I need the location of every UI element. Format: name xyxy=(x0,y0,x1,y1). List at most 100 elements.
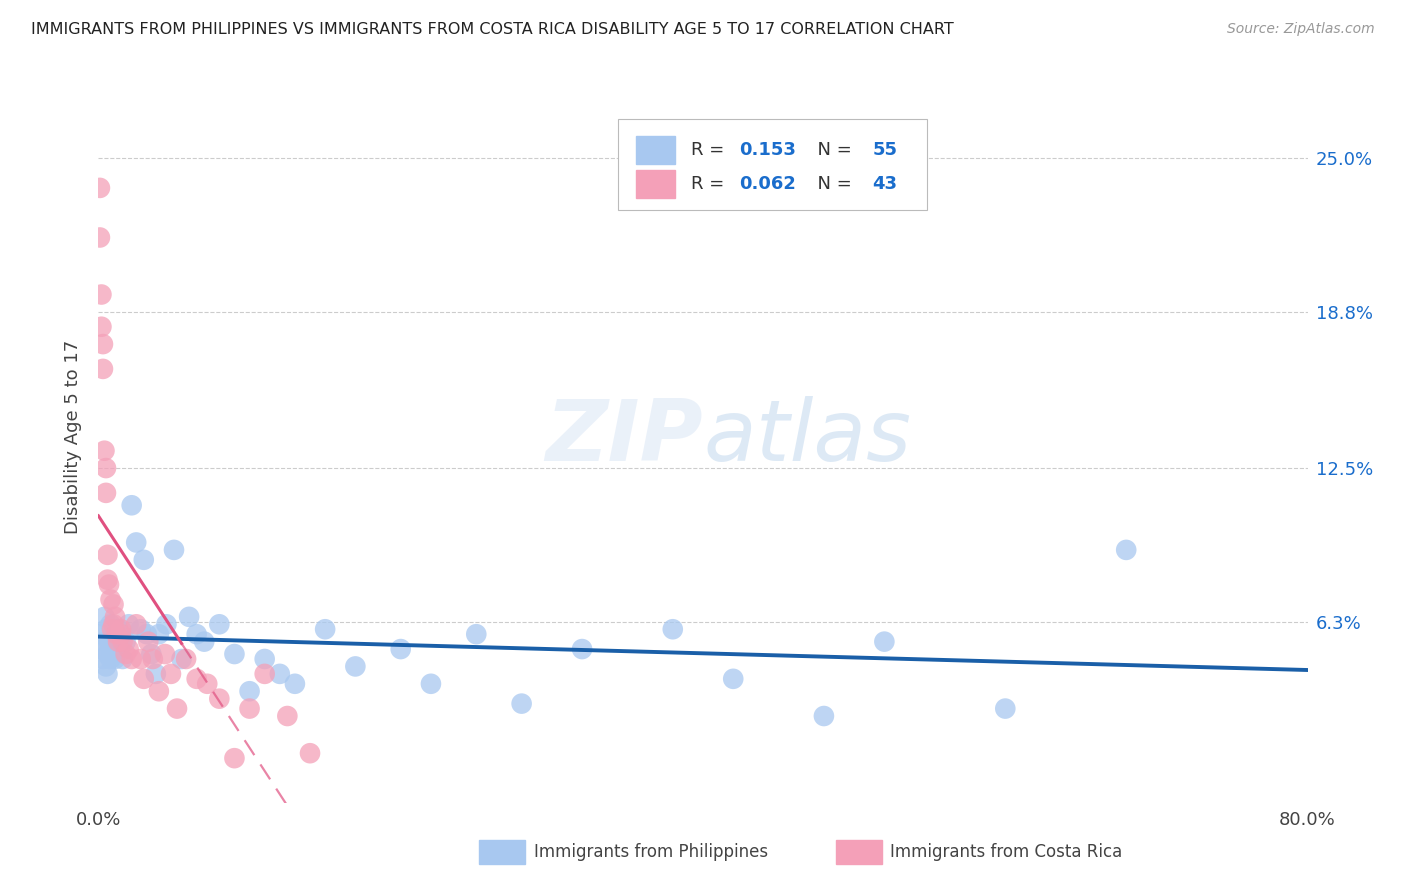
Point xyxy=(314,622,336,636)
Point xyxy=(276,709,298,723)
Text: 0.153: 0.153 xyxy=(740,141,796,159)
Point xyxy=(100,617,122,632)
Point xyxy=(96,647,118,661)
Point xyxy=(510,697,533,711)
Point xyxy=(132,672,155,686)
FancyBboxPatch shape xyxy=(619,119,927,211)
Point xyxy=(389,642,412,657)
Point xyxy=(105,642,128,657)
Point xyxy=(186,627,208,641)
Text: 0.062: 0.062 xyxy=(740,175,796,193)
Y-axis label: Disability Age 5 to 17: Disability Age 5 to 17 xyxy=(63,340,82,534)
Point xyxy=(94,622,117,636)
Point xyxy=(299,746,322,760)
Point xyxy=(174,652,197,666)
Point xyxy=(179,610,201,624)
Point xyxy=(148,627,170,641)
Point xyxy=(135,627,157,641)
Point xyxy=(571,642,593,657)
Point xyxy=(269,666,291,681)
Point xyxy=(91,652,114,666)
Point xyxy=(94,659,117,673)
Point xyxy=(253,666,276,681)
Text: R =: R = xyxy=(690,141,730,159)
Point xyxy=(107,622,129,636)
Point xyxy=(93,610,115,624)
Text: atlas: atlas xyxy=(703,395,911,479)
Point xyxy=(93,634,115,648)
Point xyxy=(110,622,132,636)
Point xyxy=(129,652,152,666)
Point xyxy=(90,319,112,334)
Point xyxy=(121,652,143,666)
Point xyxy=(89,627,111,641)
Point xyxy=(148,684,170,698)
Point xyxy=(100,652,122,666)
Text: N =: N = xyxy=(806,175,858,193)
Point xyxy=(239,701,262,715)
Text: R =: R = xyxy=(690,175,730,193)
Text: IMMIGRANTS FROM PHILIPPINES VS IMMIGRANTS FROM COSTA RICA DISABILITY AGE 5 TO 17: IMMIGRANTS FROM PHILIPPINES VS IMMIGRANT… xyxy=(31,22,953,37)
Point xyxy=(94,461,117,475)
Point xyxy=(108,634,131,648)
Point xyxy=(89,230,111,244)
Point xyxy=(193,634,215,648)
Point xyxy=(166,701,188,715)
Point xyxy=(224,647,246,661)
Point xyxy=(94,486,117,500)
Point xyxy=(96,573,118,587)
Point xyxy=(141,647,163,661)
Point xyxy=(160,666,183,681)
Bar xyxy=(637,136,675,163)
Point xyxy=(111,652,134,666)
Point xyxy=(121,498,143,512)
Point xyxy=(98,634,121,648)
Point xyxy=(96,666,118,681)
Point xyxy=(104,652,127,666)
Text: 55: 55 xyxy=(872,141,897,159)
Point xyxy=(114,634,136,648)
Text: Source: ZipAtlas.com: Source: ZipAtlas.com xyxy=(1227,22,1375,37)
Point xyxy=(101,622,124,636)
Point xyxy=(125,535,148,549)
Point xyxy=(994,701,1017,715)
Point xyxy=(239,684,262,698)
Point xyxy=(253,652,276,666)
Text: ZIP: ZIP xyxy=(546,395,703,479)
Point xyxy=(111,634,134,648)
Point xyxy=(145,666,167,681)
Point xyxy=(723,672,745,686)
Point xyxy=(420,677,443,691)
Point xyxy=(91,362,114,376)
Point xyxy=(118,617,141,632)
Text: Immigrants from Philippines: Immigrants from Philippines xyxy=(534,843,768,861)
Bar xyxy=(637,170,675,198)
Point xyxy=(103,598,125,612)
Point xyxy=(91,337,114,351)
Text: N =: N = xyxy=(806,141,858,159)
Text: 43: 43 xyxy=(872,175,897,193)
Point xyxy=(96,548,118,562)
Point xyxy=(208,691,231,706)
Point xyxy=(101,647,124,661)
Point xyxy=(104,610,127,624)
Bar xyxy=(479,840,526,863)
Point xyxy=(136,634,159,648)
Point xyxy=(1115,542,1137,557)
Point xyxy=(132,553,155,567)
Point xyxy=(103,634,125,648)
Point xyxy=(155,617,177,632)
Point xyxy=(661,622,683,636)
Point xyxy=(98,577,121,591)
Point xyxy=(118,642,141,657)
Text: Immigrants from Costa Rica: Immigrants from Costa Rica xyxy=(890,843,1122,861)
Point xyxy=(110,627,132,641)
Point xyxy=(344,659,367,673)
Point xyxy=(195,677,218,691)
Point xyxy=(813,709,835,723)
Point xyxy=(105,627,128,641)
Point xyxy=(873,634,896,648)
Point xyxy=(100,592,122,607)
Point xyxy=(90,287,112,301)
Point xyxy=(89,181,111,195)
